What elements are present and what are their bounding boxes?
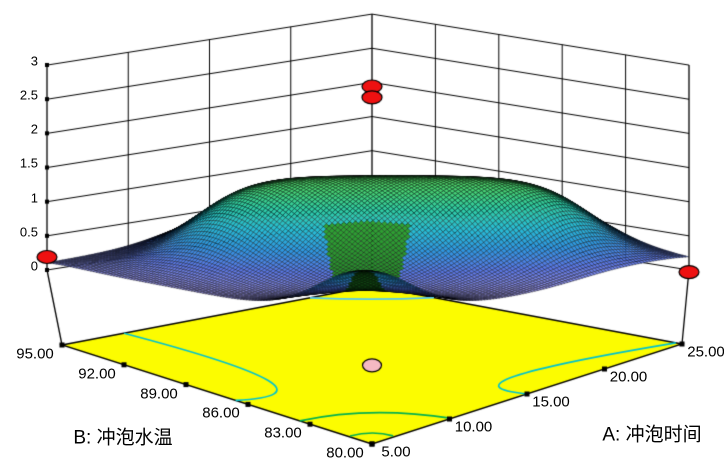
y-axis-tick-label: 95.00 xyxy=(16,345,54,363)
z-axis-tick-label: 3 xyxy=(30,53,38,69)
z-axis-tick-label: 2 xyxy=(30,121,38,137)
z-axis-tick-label: 0.5 xyxy=(19,224,38,240)
z-axis-tick-label: 0 xyxy=(30,258,38,274)
y-axis-tick-label: 80.00 xyxy=(326,444,364,462)
y-axis-tick-label: 92.00 xyxy=(78,365,116,383)
x-axis-tick-label: 25.00 xyxy=(687,343,724,361)
x-axis-tick-label: 5.00 xyxy=(381,443,411,461)
z-axis-tick-label: 1.5 xyxy=(19,155,38,171)
x-axis-title: A: 冲泡时间 xyxy=(602,424,702,446)
x-axis-tick-label: 15.00 xyxy=(532,393,570,411)
z-axis-tick-label: 1 xyxy=(30,190,38,206)
y-axis-tick-label: 83.00 xyxy=(264,424,302,442)
y-axis-tick-label: 89.00 xyxy=(140,385,178,403)
z-axis-tick-label: 2.5 xyxy=(19,87,38,103)
x-axis-tick-label: 10.00 xyxy=(454,418,493,436)
x-axis-tick-label: 20.00 xyxy=(609,368,648,386)
y-axis-tick-label: 86.00 xyxy=(202,404,240,422)
y-axis-title: B: 冲泡水温 xyxy=(73,427,173,449)
